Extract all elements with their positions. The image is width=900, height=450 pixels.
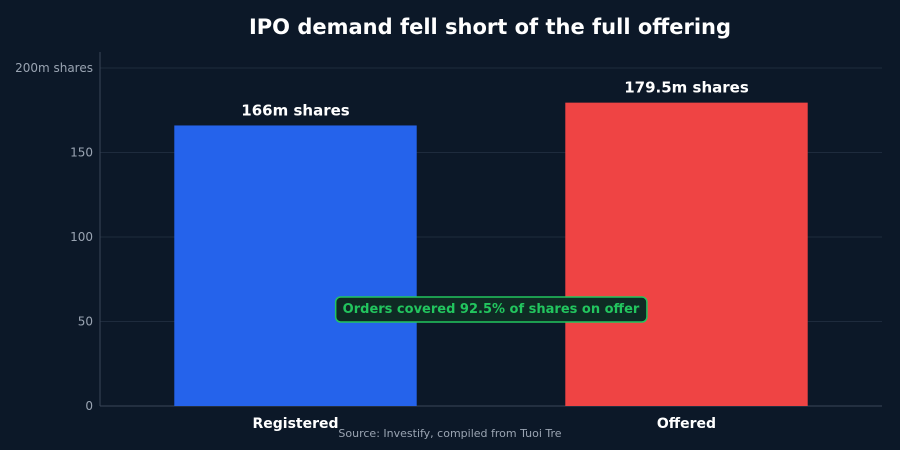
y-tick-label: 50 [78, 315, 93, 329]
y-tick-label: 200m shares [15, 61, 93, 75]
source-note: Source: Investify, compiled from Tuoi Tr… [338, 427, 561, 440]
x-axis-category-labels: Registered Offered [252, 416, 716, 432]
y-tick-label: 150 [70, 146, 93, 160]
y-tick-label: 0 [85, 399, 93, 413]
bar-offered [565, 102, 808, 407]
y-tick-label: 100 [70, 230, 93, 244]
annotation-box [334, 296, 648, 323]
bars [174, 102, 808, 407]
bar-value-label: 166m shares [241, 101, 349, 119]
bar-registered [174, 125, 417, 407]
bar-value-label: 179.5m shares [624, 79, 749, 97]
category-label: Registered [252, 416, 338, 432]
category-label: Offered [657, 416, 716, 432]
annotation-text: Orders covered 92.5% of shares on offer [343, 302, 640, 317]
annotation: Orders covered 92.5% of shares on offer [334, 296, 648, 323]
bar-value-labels: 166m shares 179.5m shares [241, 79, 749, 120]
y-axis-ticks: 0 50 100 150 200m shares [15, 61, 93, 413]
chart-title: IPO demand fell short of the full offeri… [249, 15, 731, 39]
